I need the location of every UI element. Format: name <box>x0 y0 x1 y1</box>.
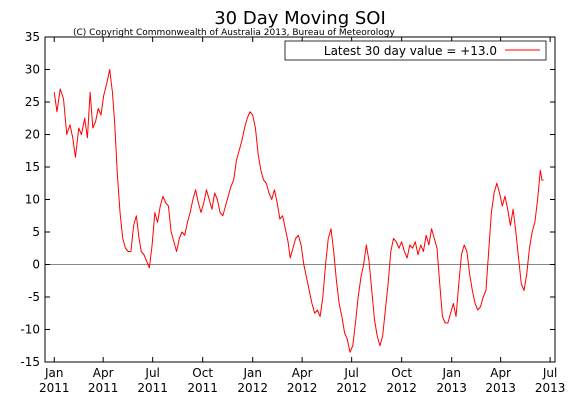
series-group <box>53 69 544 353</box>
x-tick-month-label: Jan <box>44 366 64 380</box>
x-tick-year-label: 2012 <box>287 381 318 395</box>
x-tick-month-label: Apr <box>490 366 511 380</box>
x-tick-year-label: 2011 <box>187 381 218 395</box>
x-tick-month-label: Jan <box>242 366 262 380</box>
y-tick-label: 0 <box>32 258 40 272</box>
x-tick-month-label: Apr <box>93 366 114 380</box>
y-tick-label: -5 <box>28 290 40 304</box>
x-tick-year-label: 2012 <box>386 381 417 395</box>
x-tick-year-label: 2013 <box>535 381 566 395</box>
x-tick-year-label: 2013 <box>485 381 516 395</box>
y-tick-label: -10 <box>20 323 40 337</box>
y-tick-label: 30 <box>25 63 40 77</box>
x-tick-year-label: 2011 <box>137 381 168 395</box>
x-tick-month-label: Oct <box>192 366 213 380</box>
legend-label: Latest 30 day value = +13.0 <box>324 44 497 58</box>
chart-title: 30 Day Moving SOI <box>214 8 386 29</box>
y-tick-label: 35 <box>25 30 40 44</box>
x-tick-month-label: Jan <box>441 366 461 380</box>
x-tick-month-label: Jul <box>542 366 557 380</box>
y-tick-label: 5 <box>32 225 40 239</box>
plot-frame <box>44 36 556 363</box>
legend: Latest 30 day value = +13.0 <box>284 40 547 61</box>
x-tick-month-label: Jul <box>144 366 159 380</box>
soi-series-line <box>53 69 544 353</box>
x-tick-year-label: 2013 <box>436 381 467 395</box>
y-tick-label: 20 <box>25 128 40 142</box>
x-tick-year-label: 2012 <box>336 381 367 395</box>
y-tick-label: -15 <box>20 355 40 369</box>
chart-subtitle: (C) Copyright Commonwealth of Australia … <box>73 28 396 38</box>
x-tick-month-label: Jul <box>343 366 358 380</box>
x-axis: Jan2011Apr2011Jul2011Oct2011Jan2012Apr20… <box>39 37 565 395</box>
y-tick-label: 15 <box>25 160 40 174</box>
legend-box <box>284 40 547 61</box>
y-tick-label: 10 <box>25 193 40 207</box>
x-tick-year-label: 2011 <box>39 381 70 395</box>
x-tick-year-label: 2011 <box>88 381 119 395</box>
x-tick-month-label: Oct <box>391 366 412 380</box>
y-tick-label: 25 <box>25 95 40 109</box>
y-axis: -15 -10 -5 0 5 10 15 20 25 30 35 <box>20 30 555 369</box>
x-tick-year-label: 2012 <box>237 381 268 395</box>
x-tick-month-label: Apr <box>292 366 313 380</box>
